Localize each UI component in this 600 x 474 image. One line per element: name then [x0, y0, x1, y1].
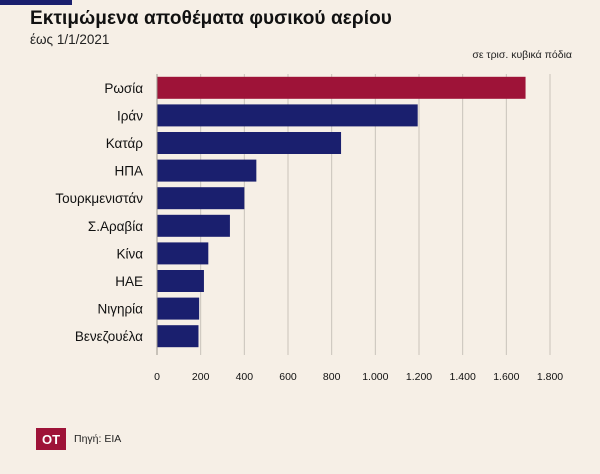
category-label: Κίνα — [116, 246, 143, 261]
x-tick-label: 200 — [192, 371, 210, 383]
bar — [157, 270, 204, 292]
bar — [157, 159, 257, 182]
x-tick-label: 1.000 — [362, 371, 388, 383]
x-tick-label: 1.400 — [450, 371, 476, 383]
x-tick-label: 600 — [279, 371, 297, 383]
source-label: Πηγή: EIA — [74, 433, 122, 445]
category-label: Σ.Αραβία — [88, 219, 143, 234]
chart-subtitle: έως 1/1/2021 — [30, 32, 110, 47]
category-label: ΗΑΕ — [115, 274, 143, 289]
category-label: Νιγηρία — [98, 302, 144, 317]
bar — [157, 187, 245, 210]
x-tick-label: 0 — [154, 371, 160, 383]
category-label: Ρωσία — [104, 81, 143, 96]
category-label: Βενεζουέλα — [75, 329, 143, 344]
x-tick-label: 800 — [323, 371, 341, 383]
accent-bar — [0, 0, 72, 5]
bar — [157, 214, 230, 237]
x-tick-label: 1.600 — [493, 371, 519, 383]
x-tick-label: 1.800 — [537, 371, 563, 383]
category-label: Τουρκμενιστάν — [55, 191, 143, 206]
bar — [157, 242, 209, 265]
x-tick-label: 1.200 — [406, 371, 432, 383]
bar — [157, 76, 526, 99]
bar — [157, 297, 200, 320]
chart-title: Εκτιμώμενα αποθέματα φυσικού αερίου — [30, 8, 392, 29]
category-label: Ιράν — [117, 108, 143, 123]
category-label: ΗΠΑ — [114, 164, 143, 179]
x-tick-label: 400 — [236, 371, 254, 383]
category-label: Κατάρ — [106, 136, 144, 151]
bar — [157, 104, 418, 127]
ot-logo: OT — [36, 428, 66, 450]
bar — [157, 132, 342, 154]
units-label: σε τρισ. κυβικά πόδια — [472, 49, 572, 61]
bar — [157, 325, 199, 348]
